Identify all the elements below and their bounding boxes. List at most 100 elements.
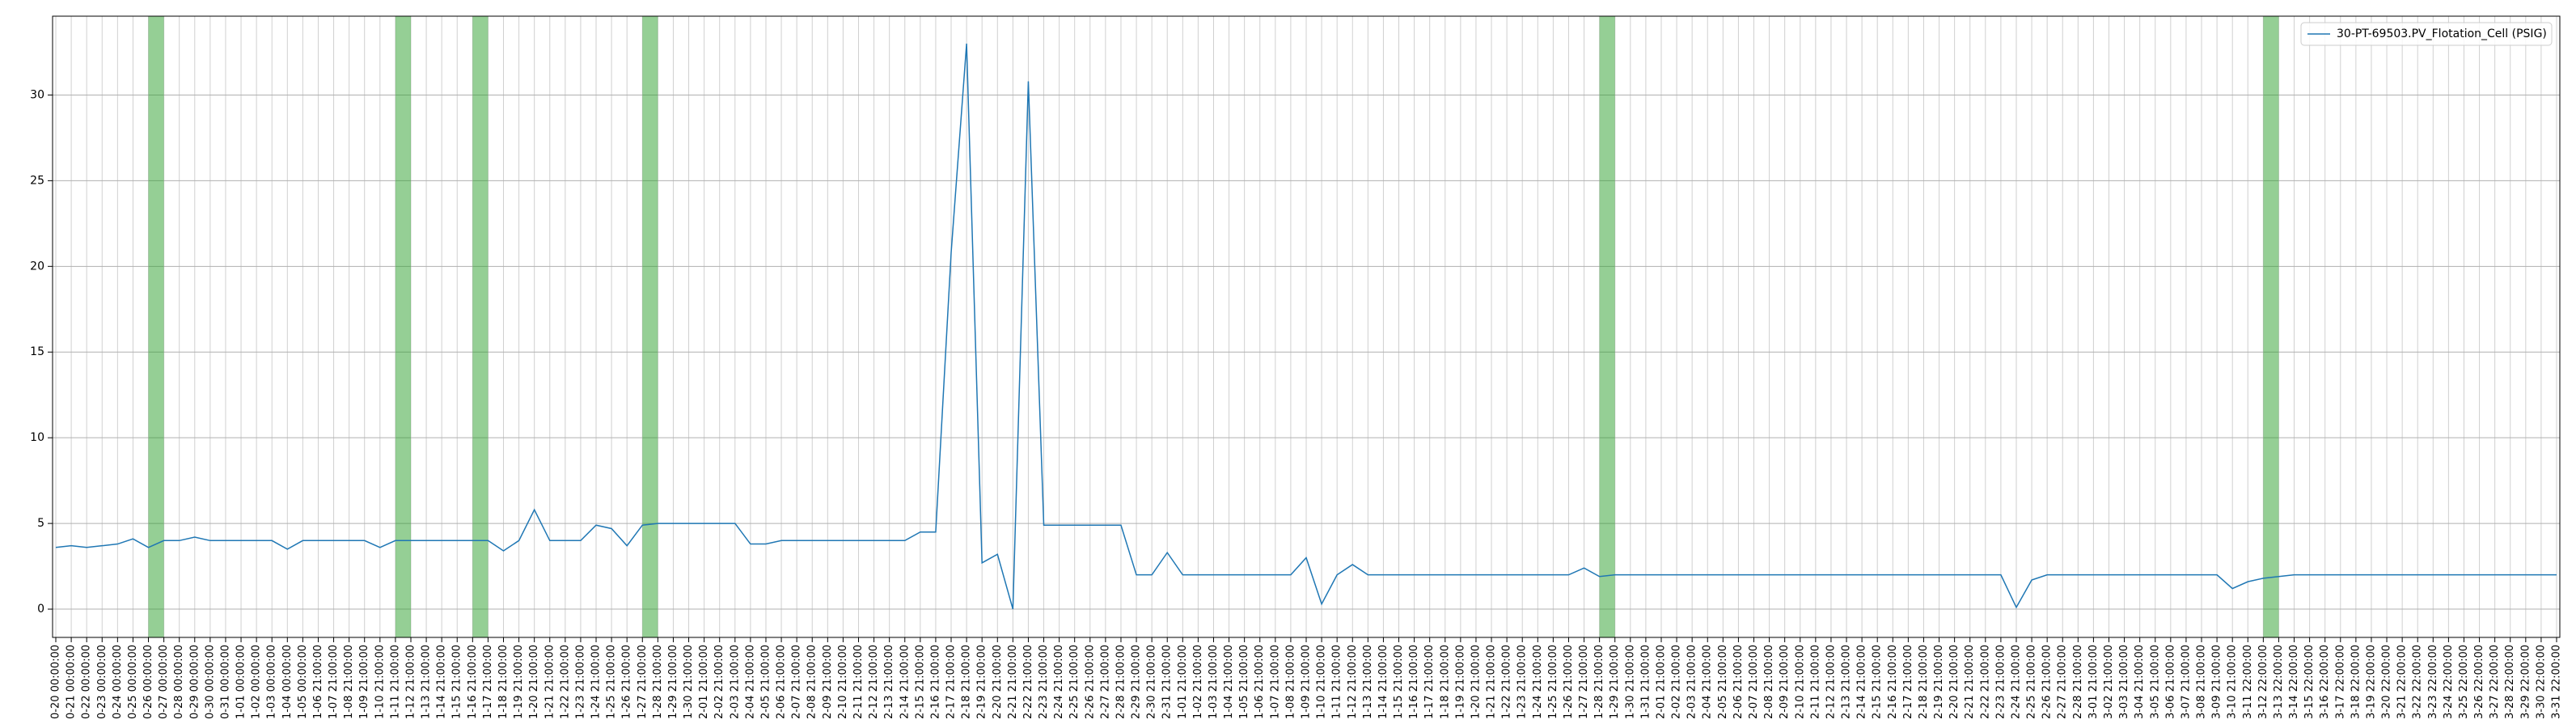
x-tick-label: 3-01 21:00:00 bbox=[2087, 645, 2100, 719]
x-tick-label: 1-19 21:00:00 bbox=[1454, 645, 1466, 719]
x-tick-label: 1-23 21:00:00 bbox=[1516, 645, 1529, 719]
x-tick-label: 3-25 22:00:00 bbox=[2458, 645, 2470, 719]
x-tick-label: 1-05 21:00:00 bbox=[1238, 645, 1250, 719]
x-tick-label: 1-22 21:00:00 bbox=[559, 645, 571, 719]
x-tick-label: 2-07 21:00:00 bbox=[791, 645, 803, 719]
x-tick-label: 1-11 21:00:00 bbox=[1331, 645, 1343, 719]
x-tick-label: 1-29 21:00:00 bbox=[1609, 645, 1621, 719]
x-tick-label: 2-19 21:00:00 bbox=[976, 645, 988, 719]
x-tick-label: 0-30 00:00:00 bbox=[204, 645, 216, 719]
legend: 30-PT-69503.PV_Flotation_Cell (PSIG) bbox=[2300, 22, 2553, 46]
x-tick-label: 2-06 21:00:00 bbox=[776, 645, 788, 719]
x-tick-label: 2-29 21:00:00 bbox=[1131, 645, 1143, 719]
shaded-span bbox=[395, 16, 411, 637]
x-tick-label: 1-06 21:00:00 bbox=[1254, 645, 1266, 719]
x-tick-label: 1-19 21:00:00 bbox=[513, 645, 525, 719]
x-tick-label: 2-17 21:00:00 bbox=[1902, 645, 1914, 719]
x-tick-label: 2-17 21:00:00 bbox=[945, 645, 958, 719]
x-tick-label: 1-27 21:00:00 bbox=[637, 645, 649, 719]
shaded-span bbox=[472, 16, 489, 637]
x-tick-label: 3-29 22:00:00 bbox=[2519, 645, 2532, 719]
x-tick-label: 0-29 00:00:00 bbox=[188, 645, 201, 719]
x-tick-label: 1-31 21:00:00 bbox=[1639, 645, 1652, 719]
x-tick-label: 1-01 00:00:00 bbox=[235, 645, 247, 719]
x-tick-label: 3-06 21:00:00 bbox=[2164, 645, 2176, 719]
x-tick-label: 2-01 21:00:00 bbox=[698, 645, 710, 719]
x-tick-label: 0-21 00:00:00 bbox=[66, 645, 78, 719]
x-tick-label: 1-15 21:00:00 bbox=[1393, 645, 1405, 719]
x-tick-label: 1-22 21:00:00 bbox=[1501, 645, 1513, 719]
x-tick-label: 1-05 00:00:00 bbox=[297, 645, 309, 719]
x-tick-label: 1-04 00:00:00 bbox=[281, 645, 294, 719]
x-tick-label: 2-16 21:00:00 bbox=[929, 645, 941, 719]
x-tick-label: 2-22 21:00:00 bbox=[1022, 645, 1034, 719]
x-tick-label: 2-08 21:00:00 bbox=[1763, 645, 1775, 719]
x-tick-label: 2-22 21:00:00 bbox=[1979, 645, 1991, 719]
x-tick-label: 1-20 21:00:00 bbox=[528, 645, 540, 719]
x-tick-label: 2-04 21:00:00 bbox=[1702, 645, 1714, 719]
x-tick-label: 1-21 21:00:00 bbox=[544, 645, 556, 719]
shaded-span bbox=[1599, 16, 1615, 637]
x-tick-label: 2-18 21:00:00 bbox=[961, 645, 973, 719]
x-tick-label: 1-11 21:00:00 bbox=[389, 645, 401, 719]
x-tick-label: 2-11 21:00:00 bbox=[852, 645, 865, 719]
x-tick-label: 0-20 00:00:00 bbox=[50, 645, 62, 719]
y-tick-label: 5 bbox=[37, 517, 44, 530]
x-tick-label: 2-28 21:00:00 bbox=[1115, 645, 1127, 719]
x-tick-label: 2-03 21:00:00 bbox=[1686, 645, 1698, 719]
x-tick-label: 1-29 21:00:00 bbox=[667, 645, 679, 719]
x-tick-label: 1-28 21:00:00 bbox=[652, 645, 664, 719]
x-tick-label: 1-27 21:00:00 bbox=[1578, 645, 1590, 719]
x-tick-label: 2-08 21:00:00 bbox=[806, 645, 818, 719]
x-tick-label: 3-31 22:00:00 bbox=[2551, 645, 2563, 719]
x-tick-label: 1-07 21:00:00 bbox=[328, 645, 340, 719]
x-tick-label: 2-20 21:00:00 bbox=[992, 645, 1004, 719]
x-tick-label: 3-21 22:00:00 bbox=[2396, 645, 2409, 719]
x-tick-label: 1-10 21:00:00 bbox=[1316, 645, 1328, 719]
plot-frame bbox=[52, 15, 2561, 638]
x-tick-label: 3-13 22:00:00 bbox=[2273, 645, 2285, 719]
x-tick-label: 3-15 22:00:00 bbox=[2303, 645, 2316, 719]
x-tick-label: 1-25 21:00:00 bbox=[606, 645, 618, 719]
x-tick-label: 3-09 21:00:00 bbox=[2211, 645, 2223, 719]
x-tick-label: 1-30 21:00:00 bbox=[1624, 645, 1636, 719]
x-tick-label: 2-02 21:00:00 bbox=[713, 645, 725, 719]
x-tick-label: 0-25 00:00:00 bbox=[127, 645, 139, 719]
x-tick-label: 2-26 21:00:00 bbox=[1084, 645, 1096, 719]
y-tick-label: 10 bbox=[30, 431, 44, 444]
x-tick-label: 2-09 21:00:00 bbox=[822, 645, 834, 719]
x-tick-label: 2-01 21:00:00 bbox=[1655, 645, 1667, 719]
x-tick-label: 2-06 21:00:00 bbox=[1732, 645, 1745, 719]
y-tick-label: 20 bbox=[30, 260, 44, 273]
x-tick-label: 1-13 21:00:00 bbox=[421, 645, 433, 719]
x-tick-label: 2-19 21:00:00 bbox=[1933, 645, 1945, 719]
x-tick-label: 2-25 21:00:00 bbox=[2026, 645, 2038, 719]
x-tick-label: 1-17 21:00:00 bbox=[482, 645, 494, 719]
x-tick-label: 3-02 21:00:00 bbox=[2103, 645, 2115, 719]
x-tick-label: 1-03 00:00:00 bbox=[266, 645, 278, 719]
x-tick-label: 1-03 21:00:00 bbox=[1208, 645, 1220, 719]
x-tick-label: 3-10 21:00:00 bbox=[2227, 645, 2239, 719]
x-tick-label: 3-24 22:00:00 bbox=[2443, 645, 2455, 719]
shaded-span bbox=[642, 16, 658, 637]
y-tick-label: 25 bbox=[30, 174, 44, 187]
x-tick-label: 3-26 22:00:00 bbox=[2473, 645, 2485, 719]
shaded-span bbox=[2263, 16, 2279, 637]
x-tick-label: 1-21 21:00:00 bbox=[1486, 645, 1498, 719]
x-tick-label: 1-30 21:00:00 bbox=[683, 645, 695, 719]
x-tick-label: 3-04 21:00:00 bbox=[2134, 645, 2146, 719]
x-tick-label: 0-23 00:00:00 bbox=[96, 645, 108, 719]
x-tick-label: 3-30 22:00:00 bbox=[2535, 645, 2547, 719]
x-tick-label: 1-12 21:00:00 bbox=[404, 645, 417, 719]
x-tick-label: 2-15 21:00:00 bbox=[914, 645, 926, 719]
x-tick-label: 2-05 21:00:00 bbox=[1717, 645, 1729, 719]
x-tick-label: 1-16 21:00:00 bbox=[467, 645, 479, 719]
x-tick-label: 2-11 21:00:00 bbox=[1809, 645, 1821, 719]
x-tick-label: 1-28 21:00:00 bbox=[1593, 645, 1605, 719]
x-tick-label: 0-24 00:00:00 bbox=[112, 645, 124, 719]
x-tick-label: 2-26 21:00:00 bbox=[2041, 645, 2054, 719]
x-tick-label: 3-17 22:00:00 bbox=[2334, 645, 2346, 719]
x-tick-label: 3-20 22:00:00 bbox=[2381, 645, 2393, 719]
x-tick-label: 2-07 21:00:00 bbox=[1748, 645, 1760, 719]
